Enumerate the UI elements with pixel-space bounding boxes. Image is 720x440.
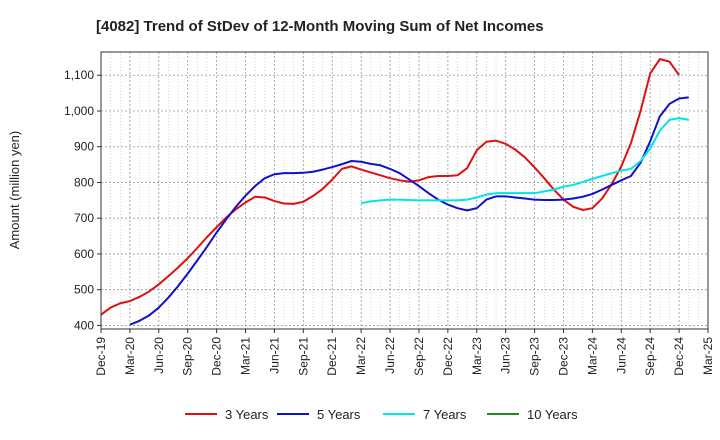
chart-title: [4082] Trend of StDev of 12-Month Moving… (96, 18, 544, 35)
axes: 400 500 600 700 800 900 1,000 1,100 Dec-19 Mar-20… (64, 51, 715, 376)
x-tick-label: Jun-22 (383, 337, 397, 374)
plot-background (101, 52, 708, 329)
x-tick-label: Mar-20 (123, 337, 137, 375)
legend-label: 5 Years (317, 407, 361, 422)
x-tick-label: Jun-20 (152, 337, 166, 374)
x-tick-label: Dec-24 (672, 337, 686, 376)
legend-label: 7 Years (423, 407, 467, 422)
y-tick-label: 900 (74, 140, 94, 154)
legend-label: 10 Years (527, 407, 578, 422)
plot-area (101, 52, 708, 329)
y-tick-label: 1,100 (64, 68, 94, 82)
series-line-3-years (100, 58, 680, 316)
x-tick-label: Sep-21 (296, 337, 310, 376)
x-tick-label: Mar-25 (701, 337, 715, 375)
x-tick-label: Dec-21 (325, 337, 339, 376)
x-tick-label: Mar-22 (354, 337, 368, 375)
x-tick-label: Jun-24 (614, 337, 628, 374)
x-tick-label: Mar-23 (470, 337, 484, 375)
x-tick-label: Sep-23 (528, 337, 542, 376)
y-tick-label: 600 (74, 247, 94, 261)
x-tick-label: Jun-23 (499, 337, 513, 374)
y-axis-label: Amount (million yen) (7, 131, 22, 250)
y-tick-label: 700 (74, 211, 94, 225)
series-layer (100, 58, 689, 326)
x-tick-label: Mar-24 (585, 337, 599, 375)
x-tick-label: Sep-24 (643, 337, 657, 376)
x-tick-label: Mar-21 (239, 337, 253, 375)
legend-label: 3 Years (225, 407, 269, 422)
plot-frame (100, 51, 709, 330)
y-tick-label: 400 (74, 318, 94, 332)
x-tick-label: Dec-23 (556, 337, 570, 376)
legend: 3 Years 5 Years 7 Years 10 Years (185, 407, 578, 422)
series-line-5-years (129, 96, 689, 326)
x-tick-label: Sep-22 (412, 337, 426, 376)
x-tick-label: Sep-20 (181, 337, 195, 376)
x-tick-label: Dec-19 (94, 337, 108, 376)
x-tick-label: Dec-22 (441, 337, 455, 376)
y-tick-label: 800 (74, 175, 94, 189)
series-line-7-years (360, 117, 689, 205)
y-tick-label: 500 (74, 283, 94, 297)
x-tick-label: Dec-20 (210, 337, 224, 376)
x-tick-label: Jun-21 (267, 337, 281, 374)
y-tick-label: 1,000 (64, 104, 94, 118)
